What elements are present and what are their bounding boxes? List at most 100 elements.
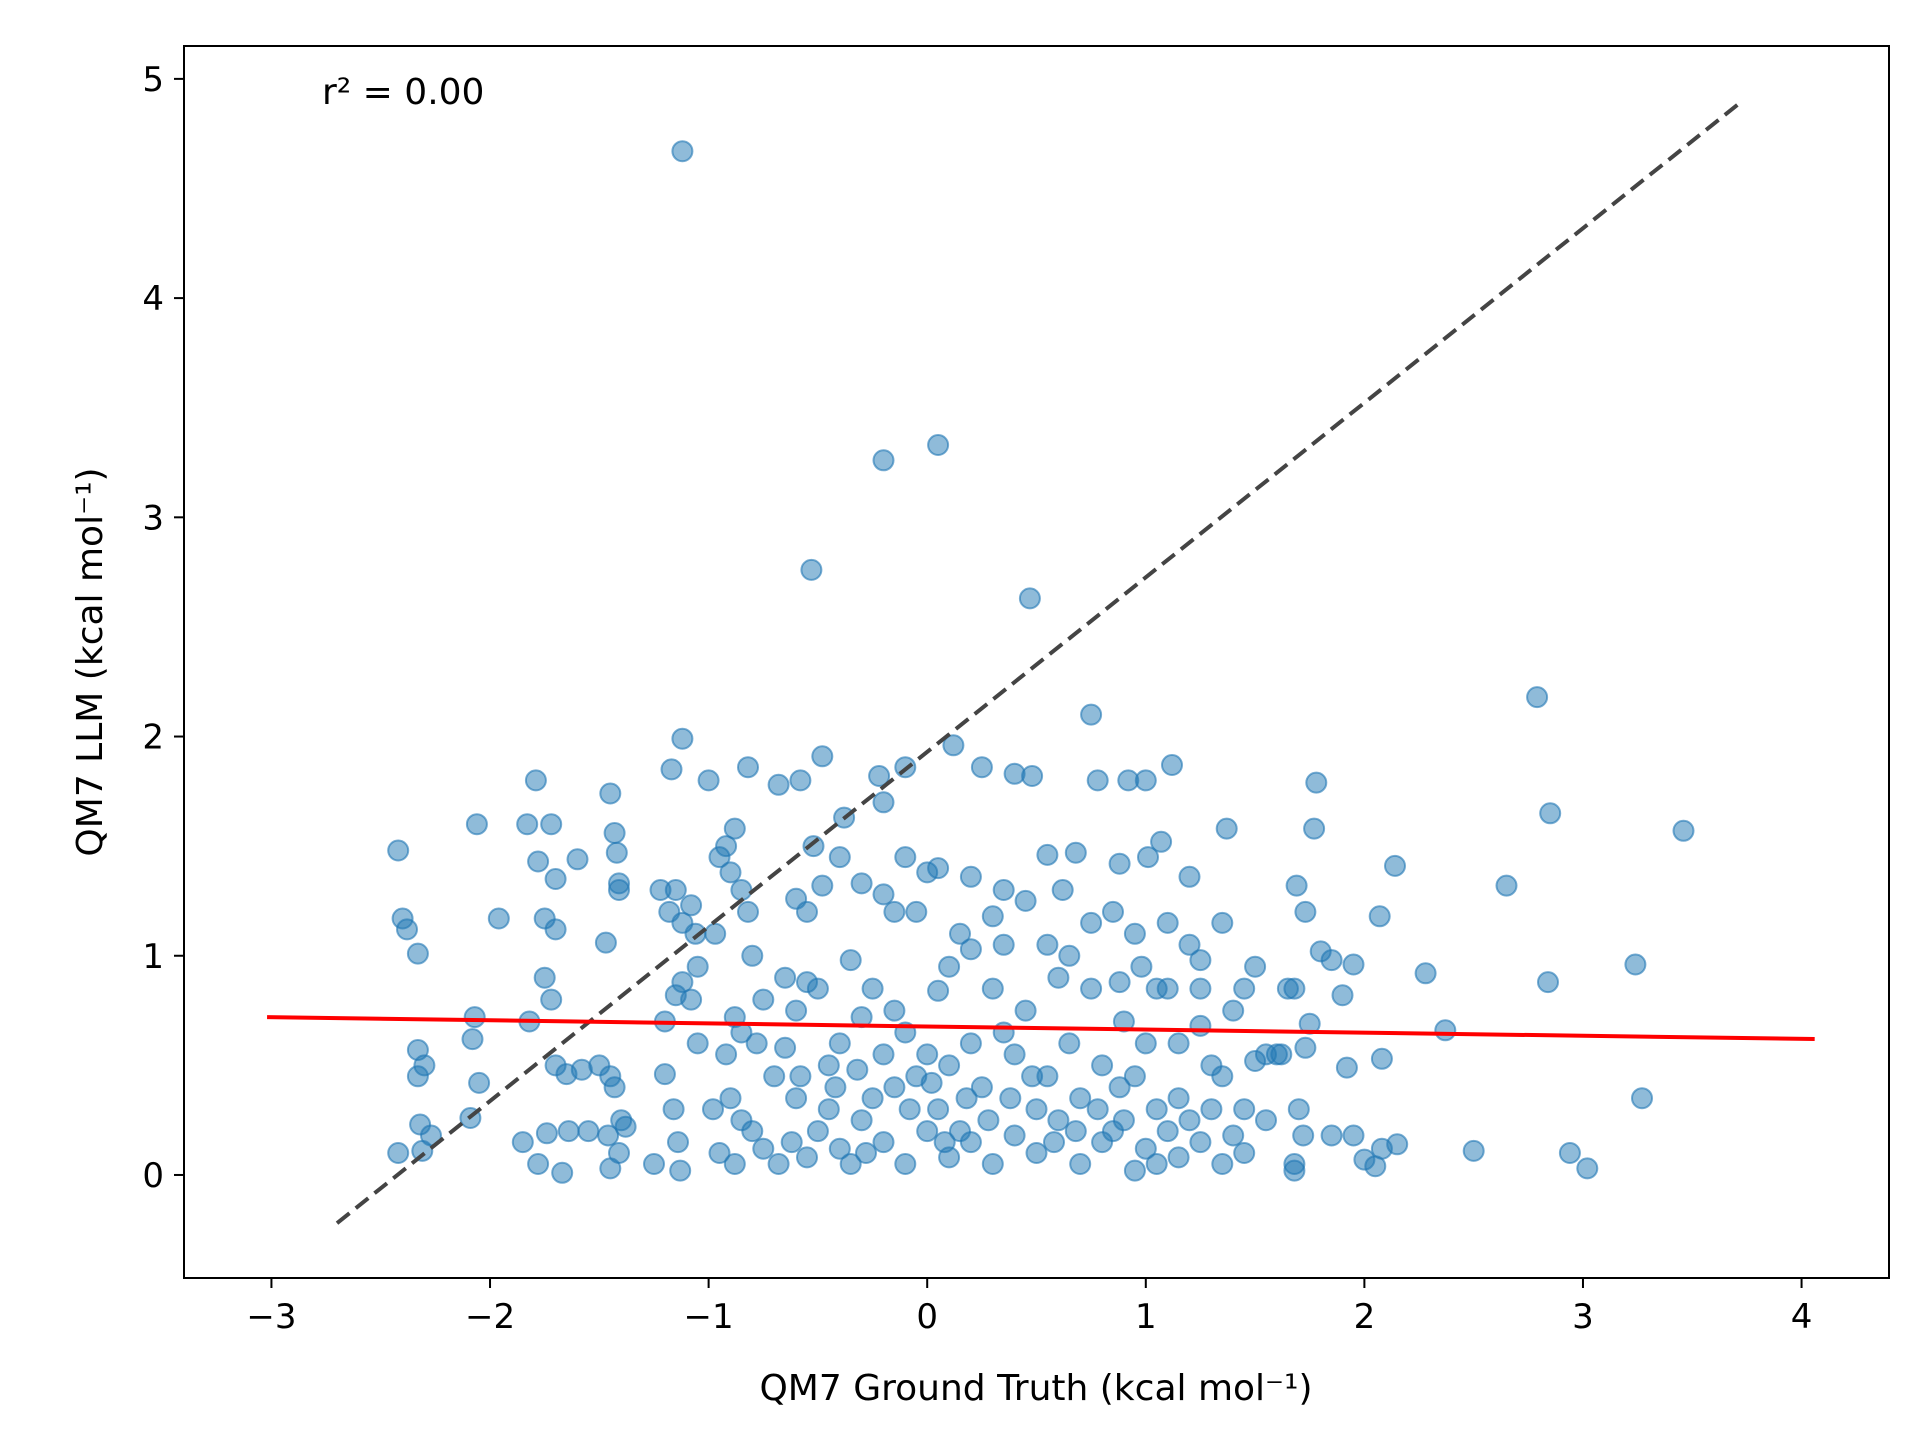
- data-point: [745, 1032, 768, 1055]
- data-point: [992, 879, 1015, 901]
- data-point: [719, 1087, 742, 1110]
- data-point: [702, 1098, 724, 1121]
- data-point: [737, 900, 759, 923]
- data-point: [763, 1065, 786, 1088]
- data-point: [1222, 1124, 1245, 1147]
- data-point: [959, 1131, 982, 1154]
- y-axis: 0 1 2 3 4 5: [142, 60, 184, 1196]
- data-point: [511, 1131, 534, 1154]
- data-point: [839, 949, 862, 972]
- data-point: [551, 1161, 574, 1184]
- data-point: [1112, 1010, 1135, 1033]
- data-point: [1233, 1098, 1256, 1121]
- x-tick-label: −3: [246, 1297, 296, 1337]
- data-point: [643, 1153, 665, 1175]
- data-point: [824, 1076, 847, 1099]
- data-point: [1058, 1032, 1081, 1055]
- data-point: [916, 1120, 939, 1143]
- data-point: [927, 434, 950, 456]
- regression-line: [267, 1015, 1815, 1042]
- data-point: [1047, 966, 1070, 989]
- data-point: [411, 1139, 434, 1162]
- data-point: [955, 1087, 978, 1110]
- data-point: [487, 907, 510, 930]
- x-tick-label: −2: [465, 1297, 515, 1337]
- data-point: [697, 769, 720, 792]
- data-point: [608, 879, 630, 901]
- data-point: [1495, 874, 1518, 897]
- data-point: [686, 1032, 709, 1055]
- data-point: [1036, 933, 1059, 956]
- data-point: [789, 769, 812, 792]
- data-point: [970, 1076, 993, 1099]
- data-point: [737, 756, 759, 779]
- x-tick-label: 3: [1572, 1297, 1594, 1337]
- data-point: [669, 1159, 692, 1182]
- data-point: [653, 1063, 676, 1086]
- data-point: [1331, 984, 1354, 1007]
- data-point: [1167, 1146, 1190, 1169]
- data-point: [1211, 911, 1234, 934]
- data-point: [708, 1142, 731, 1164]
- data-point: [1335, 1056, 1358, 1079]
- data-point: [1178, 933, 1201, 956]
- identity-line: [335, 99, 1744, 1225]
- data-point: [1112, 1109, 1135, 1132]
- data-point: [594, 931, 617, 954]
- data-point: [861, 1087, 884, 1110]
- data-point: [1091, 1131, 1114, 1154]
- data-point: [1305, 771, 1328, 794]
- data-point: [516, 813, 539, 836]
- data-point: [981, 905, 1004, 928]
- data-point: [1108, 971, 1131, 994]
- data-point: [1624, 953, 1647, 976]
- data-point: [387, 839, 410, 862]
- data-point: [1285, 874, 1308, 897]
- data-point: [1320, 1124, 1343, 1147]
- data-point: [603, 822, 626, 844]
- data-point: [603, 1076, 626, 1099]
- data-point: [883, 900, 906, 923]
- data-point: [719, 861, 742, 884]
- data-point: [1130, 955, 1153, 978]
- data-point: [671, 911, 694, 934]
- data-point: [1368, 905, 1391, 928]
- data-point: [796, 900, 818, 923]
- data-point: [774, 1036, 797, 1059]
- data-point: [1189, 949, 1212, 972]
- data-point: [671, 140, 694, 163]
- data-point: [1189, 977, 1212, 1000]
- data-point: [872, 1131, 895, 1154]
- data-point: [1137, 846, 1159, 869]
- data-point: [540, 988, 563, 1011]
- data-point: [774, 966, 797, 989]
- data-point: [1414, 962, 1437, 985]
- data-point: [1384, 854, 1406, 877]
- data-point: [1287, 1098, 1310, 1121]
- plot-frame: [183, 45, 1890, 1279]
- data-point: [1025, 1098, 1048, 1121]
- data-point: [1145, 977, 1168, 1000]
- data-point: [660, 758, 683, 781]
- data-point: [1434, 1019, 1457, 1042]
- data-point: [872, 449, 895, 472]
- data-point: [1539, 802, 1562, 825]
- data-point: [1167, 1032, 1190, 1055]
- data-point: [1537, 971, 1559, 994]
- data-point: [872, 883, 895, 906]
- data-point: [1064, 1120, 1087, 1143]
- r-squared-annotation: r² = 0.00: [322, 72, 484, 113]
- y-tick-label: 5: [142, 60, 164, 100]
- data-point: [959, 938, 982, 961]
- data-point: [1233, 1142, 1256, 1164]
- data-point: [527, 850, 550, 873]
- data-point: [1150, 830, 1173, 853]
- data-point: [811, 874, 834, 897]
- x-tick-label: 2: [1354, 1297, 1376, 1337]
- data-point: [1134, 769, 1157, 792]
- data-point: [752, 1137, 775, 1160]
- y-axis-label: QM7 LLM (kcal mol⁻¹): [70, 467, 111, 856]
- data-point: [1631, 1087, 1653, 1110]
- data-point: [938, 1054, 961, 1077]
- data-point: [544, 868, 567, 890]
